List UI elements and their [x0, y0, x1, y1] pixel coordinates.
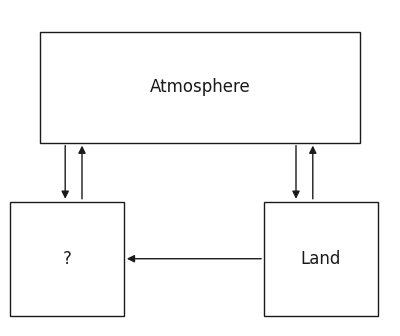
Text: Land: Land: [301, 250, 341, 268]
Text: ?: ?: [62, 250, 72, 268]
FancyBboxPatch shape: [10, 202, 124, 316]
FancyBboxPatch shape: [40, 32, 360, 143]
FancyBboxPatch shape: [264, 202, 378, 316]
Text: Atmosphere: Atmosphere: [150, 78, 250, 96]
